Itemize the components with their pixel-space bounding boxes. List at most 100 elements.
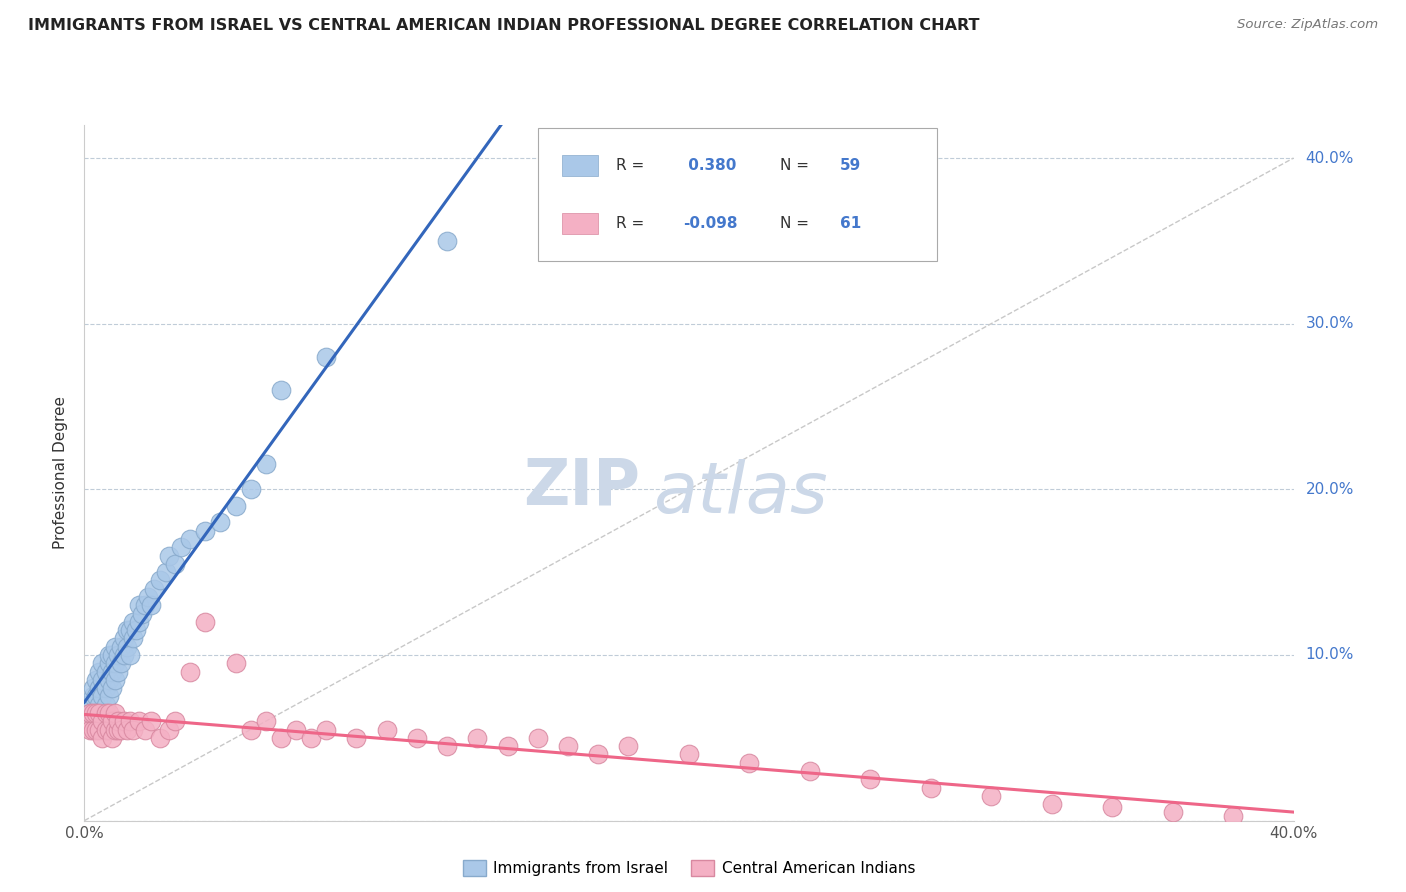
Point	[239, 483, 262, 497]
Point	[97, 723, 120, 737]
Point	[91, 714, 114, 729]
Point	[100, 681, 122, 695]
Point	[104, 640, 127, 654]
Point	[194, 615, 217, 629]
Point	[97, 690, 120, 704]
Point	[284, 723, 308, 737]
Text: IMMIGRANTS FROM ISRAEL VS CENTRAL AMERICAN INDIAN PROFESSIONAL DEGREE CORRELATIO: IMMIGRANTS FROM ISRAEL VS CENTRAL AMERIC…	[28, 18, 980, 33]
Point	[131, 607, 153, 621]
Point	[110, 640, 132, 654]
Point	[107, 714, 129, 729]
Text: 59: 59	[841, 158, 862, 173]
Point	[82, 690, 104, 704]
Point	[76, 698, 98, 712]
Point	[82, 681, 104, 695]
Point	[86, 723, 108, 737]
Point	[136, 590, 159, 604]
Point	[94, 681, 117, 695]
Point	[163, 557, 186, 571]
Point	[209, 516, 232, 530]
Point	[89, 723, 111, 737]
Point	[142, 582, 165, 596]
Point	[115, 623, 138, 637]
Point	[82, 706, 104, 720]
Point	[91, 690, 114, 704]
Point	[225, 499, 247, 513]
Text: R =: R =	[616, 158, 650, 173]
Point	[436, 234, 458, 248]
Text: 20.0%: 20.0%	[1306, 482, 1354, 497]
Point	[89, 681, 111, 695]
Point	[91, 657, 114, 671]
Point	[107, 665, 129, 679]
Text: -0.098: -0.098	[683, 216, 737, 231]
Point	[82, 723, 104, 737]
Point	[254, 714, 277, 729]
Point	[526, 731, 548, 745]
Point	[155, 565, 177, 579]
Point	[89, 665, 111, 679]
Point	[89, 698, 111, 712]
Point	[104, 723, 127, 737]
Point	[118, 648, 141, 662]
Point	[170, 541, 193, 555]
Point	[121, 632, 143, 646]
Point	[121, 615, 143, 629]
Point	[375, 723, 398, 737]
Point	[94, 723, 117, 737]
Point	[270, 383, 292, 397]
Point	[128, 714, 150, 729]
Point	[100, 714, 122, 729]
Point	[97, 657, 120, 671]
Point	[134, 723, 156, 737]
Point	[920, 780, 942, 795]
Text: Source: ZipAtlas.com: Source: ZipAtlas.com	[1237, 18, 1378, 31]
Point	[76, 714, 98, 729]
Point	[79, 706, 101, 720]
Text: 0.380: 0.380	[683, 158, 737, 173]
Point	[100, 665, 122, 679]
Point	[86, 673, 108, 687]
Point	[315, 350, 337, 364]
Point	[496, 739, 519, 753]
Point	[112, 632, 135, 646]
Text: atlas: atlas	[652, 459, 827, 528]
Point	[436, 739, 458, 753]
Point	[94, 706, 117, 720]
Point	[104, 706, 127, 720]
Text: N =: N =	[780, 216, 814, 231]
Point	[110, 657, 132, 671]
Point	[406, 731, 429, 745]
Point	[239, 723, 262, 737]
Point	[79, 706, 101, 720]
Text: 61: 61	[841, 216, 862, 231]
Point	[179, 665, 201, 679]
Point	[467, 731, 489, 745]
Point	[557, 739, 579, 753]
Point	[125, 623, 148, 637]
Point	[149, 731, 172, 745]
Point	[738, 756, 761, 770]
Point	[100, 731, 122, 745]
Point	[254, 458, 277, 472]
Point	[149, 574, 172, 588]
Point	[115, 640, 138, 654]
Point	[118, 623, 141, 637]
FancyBboxPatch shape	[562, 155, 599, 176]
Point	[86, 706, 108, 720]
Point	[139, 714, 162, 729]
FancyBboxPatch shape	[562, 213, 599, 234]
Point	[179, 532, 201, 546]
Point	[110, 723, 132, 737]
Point	[86, 690, 108, 704]
Point	[115, 723, 138, 737]
Point	[107, 723, 129, 737]
Point	[104, 673, 127, 687]
Point	[97, 648, 120, 662]
Point	[799, 764, 821, 778]
Point	[112, 648, 135, 662]
Point	[112, 714, 135, 729]
Legend: Immigrants from Israel, Central American Indians: Immigrants from Israel, Central American…	[457, 855, 921, 882]
Point	[980, 789, 1002, 803]
Point	[94, 698, 117, 712]
